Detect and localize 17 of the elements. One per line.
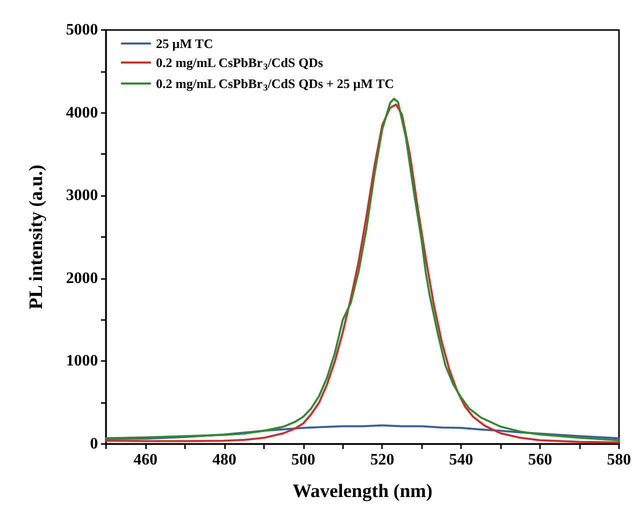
y-tick-label: 4000 (66, 104, 98, 122)
y-tick-label: 5000 (66, 22, 98, 38)
y-axis-title: PL intensity (a.u.) (26, 164, 47, 310)
legend-label: 25 µM TC (156, 36, 214, 51)
x-tick-label: 580 (607, 452, 631, 468)
y-tick-label: 0 (90, 436, 98, 452)
x-tick-label: 560 (528, 452, 552, 468)
y-tick-label: 2000 (66, 270, 98, 287)
x-tick-label: 540 (449, 452, 474, 468)
x-tick-label: 520 (370, 452, 394, 468)
x-tick-label: 480 (212, 452, 236, 468)
x-tick-label: 460 (133, 452, 158, 468)
y-tick-label: 1000 (66, 352, 98, 370)
x-axis-title: Wavelength (nm) (292, 481, 432, 502)
y-tick-label: 3000 (66, 187, 98, 204)
x-tick-label: 500 (291, 452, 316, 468)
line-series (105, 424, 620, 440)
